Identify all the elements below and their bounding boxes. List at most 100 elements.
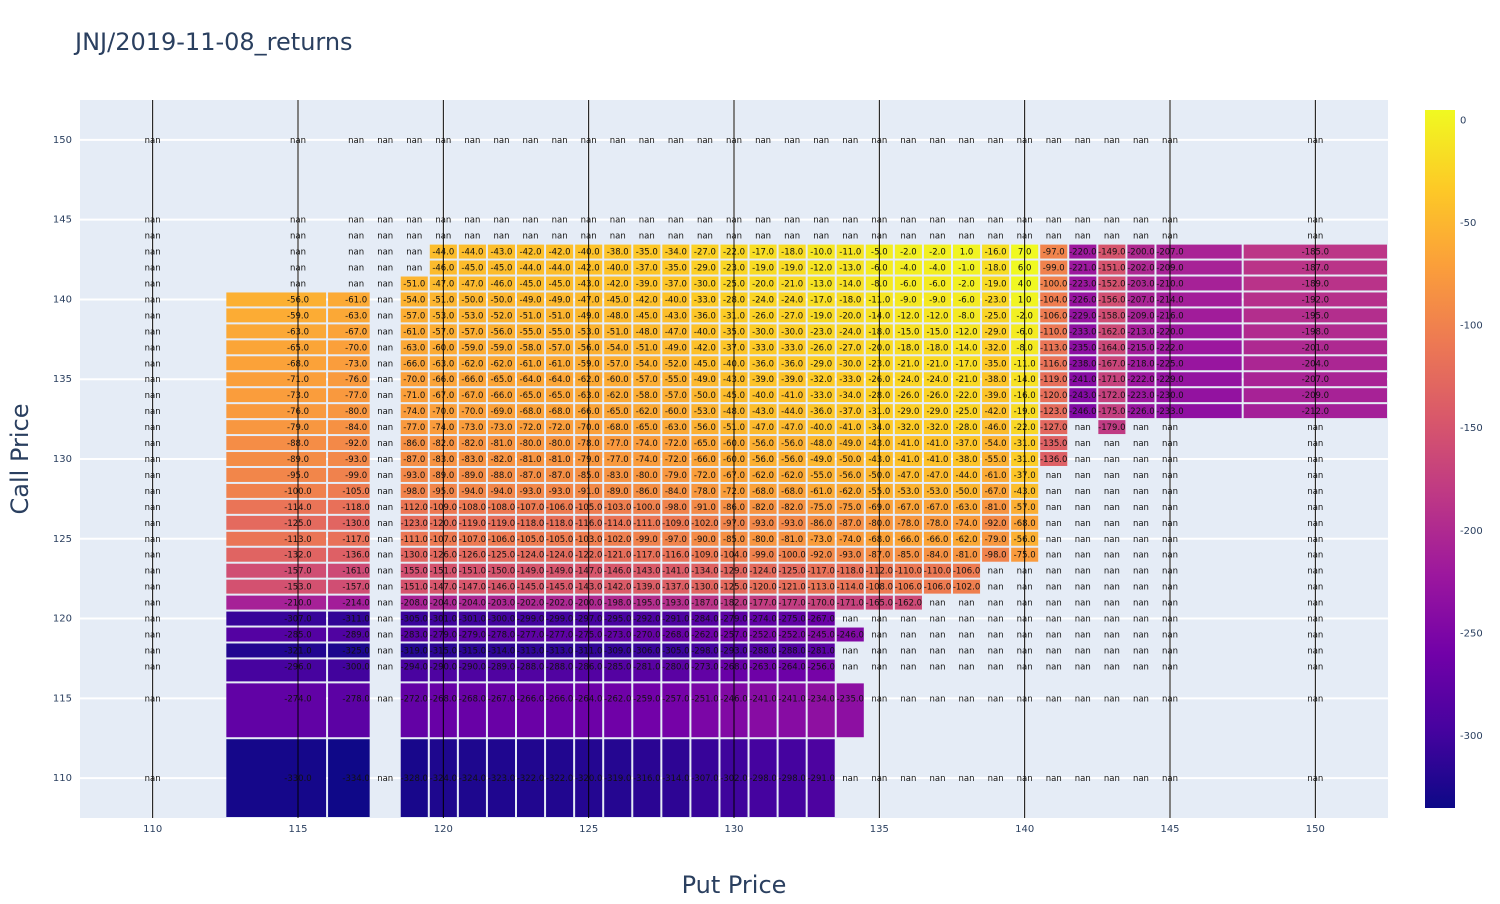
cell-value-label: -22.0 [1014, 423, 1036, 433]
cell-nan-label: nan [1162, 519, 1178, 529]
cell-nan-label: nan [900, 136, 916, 146]
cell-value-label: -126.0 [430, 551, 457, 561]
cell-nan-label: nan [1307, 535, 1323, 545]
heatmap-cell [226, 340, 327, 355]
cell-value-label: -60.0 [665, 407, 687, 417]
heatmap-cell [458, 276, 486, 291]
cell-value-label: -60.0 [607, 375, 629, 385]
cell-value-label: -203.0 [488, 599, 515, 609]
heatmap-cell [982, 531, 1010, 546]
cell-nan-label: nan [900, 615, 916, 625]
cell-value-label: -44.0 [461, 248, 483, 258]
heatmap-cell [487, 420, 515, 435]
cell-value-label: -53.0 [926, 487, 948, 497]
cell-value-label: -79.0 [985, 535, 1007, 545]
cell-value-label: -108.0 [866, 583, 893, 593]
heatmap-cell [458, 611, 486, 626]
cell-value-label: -105.0 [342, 487, 369, 497]
cell-value-label: -29.0 [694, 264, 716, 274]
heatmap-cell [1069, 340, 1097, 355]
cell-value-label: -62.0 [752, 471, 774, 481]
heatmap-cell [517, 563, 545, 578]
cell-value-label: -108.0 [459, 503, 486, 513]
cell-value-label: -34.0 [839, 391, 861, 401]
cell-value-label: -65.0 [490, 375, 512, 385]
cell-value-label: -198.0 [604, 599, 631, 609]
heatmap-cell [458, 595, 486, 610]
heatmap-cell [923, 452, 951, 466]
cell-value-label: -175.0 [1098, 407, 1125, 417]
heatmap-cell [633, 356, 661, 371]
cell-value-label: -11.0 [868, 295, 890, 305]
cell-value-label: -93.0 [520, 487, 542, 497]
heatmap-cell [546, 683, 574, 738]
y-tick-label: 110 [53, 773, 72, 784]
cell-value-label: -63.0 [432, 359, 454, 369]
cell-nan-label: nan [1075, 439, 1091, 449]
cell-nan-label: nan [988, 615, 1004, 625]
cell-value-label: -246.0 [1069, 407, 1096, 417]
cell-value-label: -97.0 [665, 535, 687, 545]
cell-value-label: -86.0 [636, 487, 658, 497]
cell-value-label: -89.0 [287, 455, 309, 465]
cell-value-label: -26.0 [868, 375, 890, 385]
heatmap-cell [546, 276, 574, 291]
cell-value-label: -274.0 [284, 694, 311, 704]
heatmap-cell [923, 483, 951, 498]
heatmap-cell [546, 467, 574, 482]
cell-value-label: -202.0 [546, 599, 573, 609]
heatmap-cell [604, 547, 632, 562]
heatmap-cell [1098, 420, 1126, 435]
cell-value-label: -47.0 [781, 423, 803, 433]
heatmap-cell [691, 276, 719, 291]
cell-value-label: -40.0 [665, 295, 687, 305]
heatmap-cell [226, 595, 327, 610]
cell-value-label: -2.0 [900, 248, 917, 258]
cell-value-label: -19.0 [781, 264, 803, 274]
cell-value-label: -29.0 [926, 407, 948, 417]
heatmap-cell [1069, 308, 1097, 323]
heatmap-cell [836, 388, 864, 403]
cell-value-label: -100.0 [1040, 279, 1067, 289]
heatmap-cell [894, 547, 922, 562]
cell-nan-label: nan [145, 519, 161, 529]
cell-value-label: -61.0 [985, 471, 1007, 481]
heatmap-cell [836, 531, 864, 546]
cell-value-label: -100.0 [778, 551, 805, 561]
cell-value-label: -313.0 [517, 646, 544, 656]
heatmap-cell [226, 643, 327, 658]
heatmap-cell [1156, 340, 1242, 355]
cell-value-label: -62.0 [461, 359, 483, 369]
cell-value-label: -40.0 [694, 327, 716, 337]
cell-value-label: -204.0 [1302, 359, 1329, 369]
heatmap-cell [604, 611, 632, 626]
heatmap-cell [894, 499, 922, 514]
cell-value-label: -288.0 [749, 646, 776, 656]
cell-nan-label: nan [929, 599, 945, 609]
heatmap-cell [604, 659, 632, 682]
cell-value-label: -41.0 [926, 439, 948, 449]
heatmap-cell [662, 467, 690, 482]
cell-nan-label: nan [523, 136, 539, 146]
cell-value-label: -275.0 [778, 615, 805, 625]
cell-nan-label: nan [1307, 216, 1323, 226]
heatmap-cell [400, 483, 428, 498]
cell-value-label: -45.0 [607, 295, 629, 305]
heatmap-cell [458, 436, 486, 451]
cell-nan-label: nan [697, 136, 713, 146]
cell-value-label: -130.0 [342, 519, 369, 529]
cell-value-label: -8.0 [871, 279, 888, 289]
heatmap-cell [1156, 276, 1242, 291]
cell-value-label: -85.0 [723, 535, 745, 545]
heatmap-cell [226, 659, 327, 682]
cell-nan-label: nan [290, 248, 306, 258]
cell-value-label: -99.0 [1043, 264, 1065, 274]
cell-value-label: -146.0 [604, 567, 631, 577]
heatmap-cell [953, 292, 981, 307]
cell-nan-label: nan [988, 646, 1004, 656]
cell-nan-label: nan [145, 551, 161, 561]
cell-value-label: 4.0 [1018, 279, 1032, 289]
cell-value-label: -51.0 [636, 343, 658, 353]
cell-value-label: -47.0 [432, 279, 454, 289]
cell-nan-label: nan [1104, 774, 1120, 784]
